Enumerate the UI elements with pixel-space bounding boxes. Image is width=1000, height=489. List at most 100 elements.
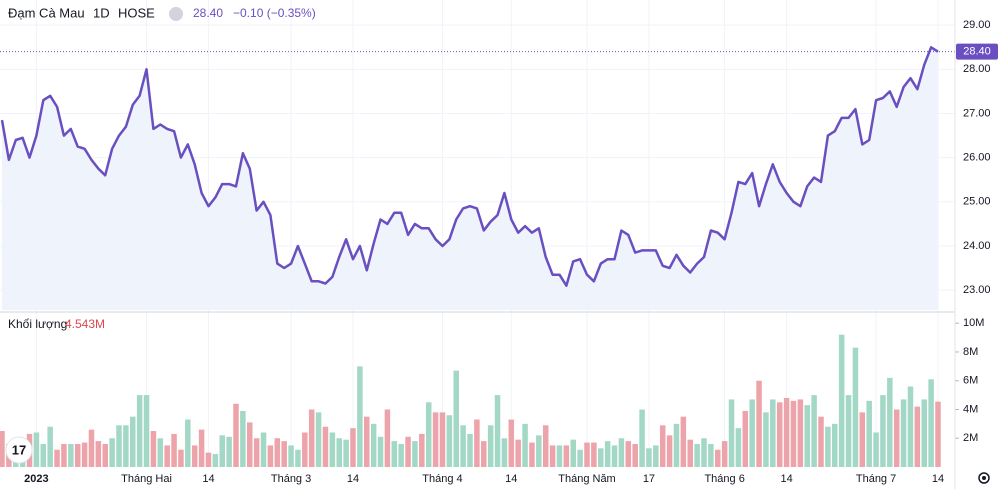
- volume-bar: [315, 412, 322, 467]
- volume-bar: [604, 441, 611, 467]
- volume-bar: [467, 433, 473, 467]
- price-change: −0.10 (−0.35%): [233, 6, 316, 20]
- exchange: HOSE: [118, 5, 155, 20]
- volume-bar: [150, 431, 157, 467]
- status-dot[interactable]: [169, 7, 183, 21]
- volume-bar: [81, 442, 88, 467]
- volume-bar: [432, 412, 439, 467]
- volume-bar: [481, 441, 487, 467]
- volume-bar: [136, 395, 143, 467]
- volume-bar: [295, 449, 301, 467]
- volume-bar: [598, 448, 604, 467]
- volume-bar: [109, 438, 115, 467]
- x-tick-label: Tháng 7: [856, 473, 896, 485]
- volume-bar: [336, 438, 342, 467]
- volume-bar: [591, 442, 597, 467]
- y-tick-label: 2M: [963, 432, 978, 444]
- volume-bar: [646, 448, 652, 467]
- settings-icon[interactable]: [978, 472, 990, 484]
- volume-bar: [742, 410, 749, 467]
- volume-bar: [0, 431, 5, 467]
- volume-bar: [887, 377, 893, 467]
- volume-bar: [267, 445, 274, 467]
- volume-bar: [838, 334, 845, 467]
- volume-bar: [446, 415, 453, 467]
- price-area: [2, 47, 938, 311]
- volume-bar: [900, 399, 907, 467]
- volume-bar: [384, 409, 391, 467]
- volume-bar: [859, 412, 866, 467]
- volume-bar: [536, 435, 542, 467]
- volume-bar: [818, 416, 824, 467]
- price-tag: 28.40: [963, 46, 991, 58]
- volume-bar: [364, 416, 370, 467]
- x-tick-label: Tháng 6: [704, 473, 744, 485]
- volume-bar: [343, 439, 349, 467]
- volume-bar: [95, 441, 102, 467]
- volume-bar: [322, 426, 329, 467]
- x-tick-label: Tháng 4: [422, 473, 462, 485]
- volume-bar: [914, 406, 921, 467]
- volume-bar: [157, 438, 164, 467]
- volume-bar: [825, 426, 831, 467]
- volume-bar: [659, 425, 666, 467]
- y-tick-label: 29.00: [963, 19, 991, 31]
- volume-bar: [357, 366, 363, 467]
- volume-bar: [845, 395, 852, 467]
- last-price: 28.40: [193, 6, 223, 20]
- volume-bar: [274, 438, 281, 467]
- volume-bar: [412, 441, 418, 467]
- volume-bar: [240, 410, 246, 467]
- plot: [0, 46, 955, 467]
- volume-bar: [474, 419, 480, 467]
- volume-bar: [61, 443, 67, 467]
- y-tick-label: 4M: [963, 403, 978, 415]
- volume-bar: [164, 445, 170, 467]
- volume-bar: [88, 429, 95, 467]
- price-tag-box: [956, 43, 998, 60]
- volume-bar: [611, 445, 618, 467]
- volume-bar: [811, 395, 817, 467]
- volume-bar: [708, 443, 714, 467]
- volume-bar: [577, 449, 583, 467]
- volume-bar: [715, 449, 721, 467]
- volume-bar: [873, 432, 879, 467]
- volume-bar: [439, 412, 446, 467]
- volume-bar: [68, 443, 74, 467]
- volume-bar: [123, 425, 129, 467]
- volume-bar: [377, 436, 384, 467]
- volume-bar: [907, 386, 914, 467]
- x-tick-label: 14: [932, 473, 944, 485]
- y-tick-label: 6M: [963, 375, 978, 387]
- volume-bar: [47, 426, 53, 467]
- volume-bar: [770, 399, 776, 467]
- y-tick-label: 23.00: [963, 284, 991, 296]
- y-tick-label: 25.00: [963, 196, 991, 208]
- symbol: Đạm Cà Mau: [8, 5, 85, 20]
- volume-bar: [735, 428, 742, 467]
- volume-bar: [529, 442, 535, 467]
- volume-bar: [178, 449, 184, 467]
- y-tick-label: 10M: [963, 317, 984, 329]
- volume-bar: [191, 445, 198, 467]
- volume-bar: [116, 425, 122, 467]
- volume-bar: [40, 443, 47, 467]
- volume-bar: [790, 400, 797, 467]
- volume-bar: [584, 442, 590, 467]
- x-tick-label: 2023: [24, 473, 48, 485]
- logo[interactable]: 17: [5, 436, 33, 464]
- volume-title: Khối lượng: [8, 317, 67, 331]
- volume-bar: [563, 445, 570, 467]
- volume-bar: [260, 432, 267, 467]
- volume-bar: [653, 445, 659, 467]
- volume-bar: [749, 399, 755, 467]
- volume-bar: [329, 432, 336, 467]
- volume-bar: [935, 401, 941, 467]
- x-tick-label: Tháng Hai: [121, 473, 172, 485]
- volume-bar: [33, 432, 40, 467]
- volume-bar: [763, 412, 769, 467]
- volume-bar: [701, 438, 707, 467]
- svg-text:17: 17: [12, 442, 26, 457]
- volume-bar: [522, 423, 528, 467]
- volume-bar: [639, 409, 645, 467]
